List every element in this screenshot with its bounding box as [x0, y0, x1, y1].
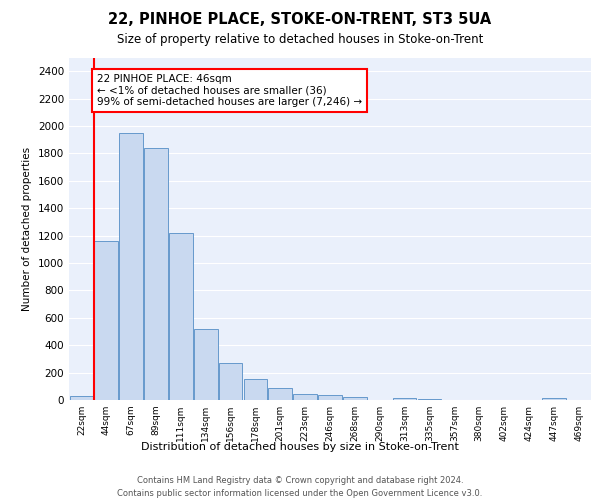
Bar [169, 233, 193, 400]
Bar [194, 329, 218, 400]
Bar [418, 398, 441, 400]
Bar [94, 241, 118, 400]
Text: 22, PINHOE PLACE, STOKE-ON-TRENT, ST3 5UA: 22, PINHOE PLACE, STOKE-ON-TRENT, ST3 5U… [109, 12, 491, 28]
Bar [293, 394, 317, 400]
Bar [70, 396, 93, 400]
Bar [393, 398, 416, 400]
Text: Contains public sector information licensed under the Open Government Licence v3: Contains public sector information licen… [118, 489, 482, 498]
Bar [219, 363, 242, 400]
Text: Contains HM Land Registry data © Crown copyright and database right 2024.: Contains HM Land Registry data © Crown c… [137, 476, 463, 485]
Text: 22 PINHOE PLACE: 46sqm
← <1% of detached houses are smaller (36)
99% of semi-det: 22 PINHOE PLACE: 46sqm ← <1% of detached… [97, 74, 362, 107]
Bar [244, 379, 267, 400]
Bar [119, 133, 143, 400]
Bar [144, 148, 168, 400]
Bar [268, 388, 292, 400]
Text: Distribution of detached houses by size in Stoke-on-Trent: Distribution of detached houses by size … [141, 442, 459, 452]
Text: Size of property relative to detached houses in Stoke-on-Trent: Size of property relative to detached ho… [117, 32, 483, 46]
Bar [343, 398, 367, 400]
Bar [542, 398, 566, 400]
Bar [318, 394, 342, 400]
Y-axis label: Number of detached properties: Number of detached properties [22, 146, 32, 311]
